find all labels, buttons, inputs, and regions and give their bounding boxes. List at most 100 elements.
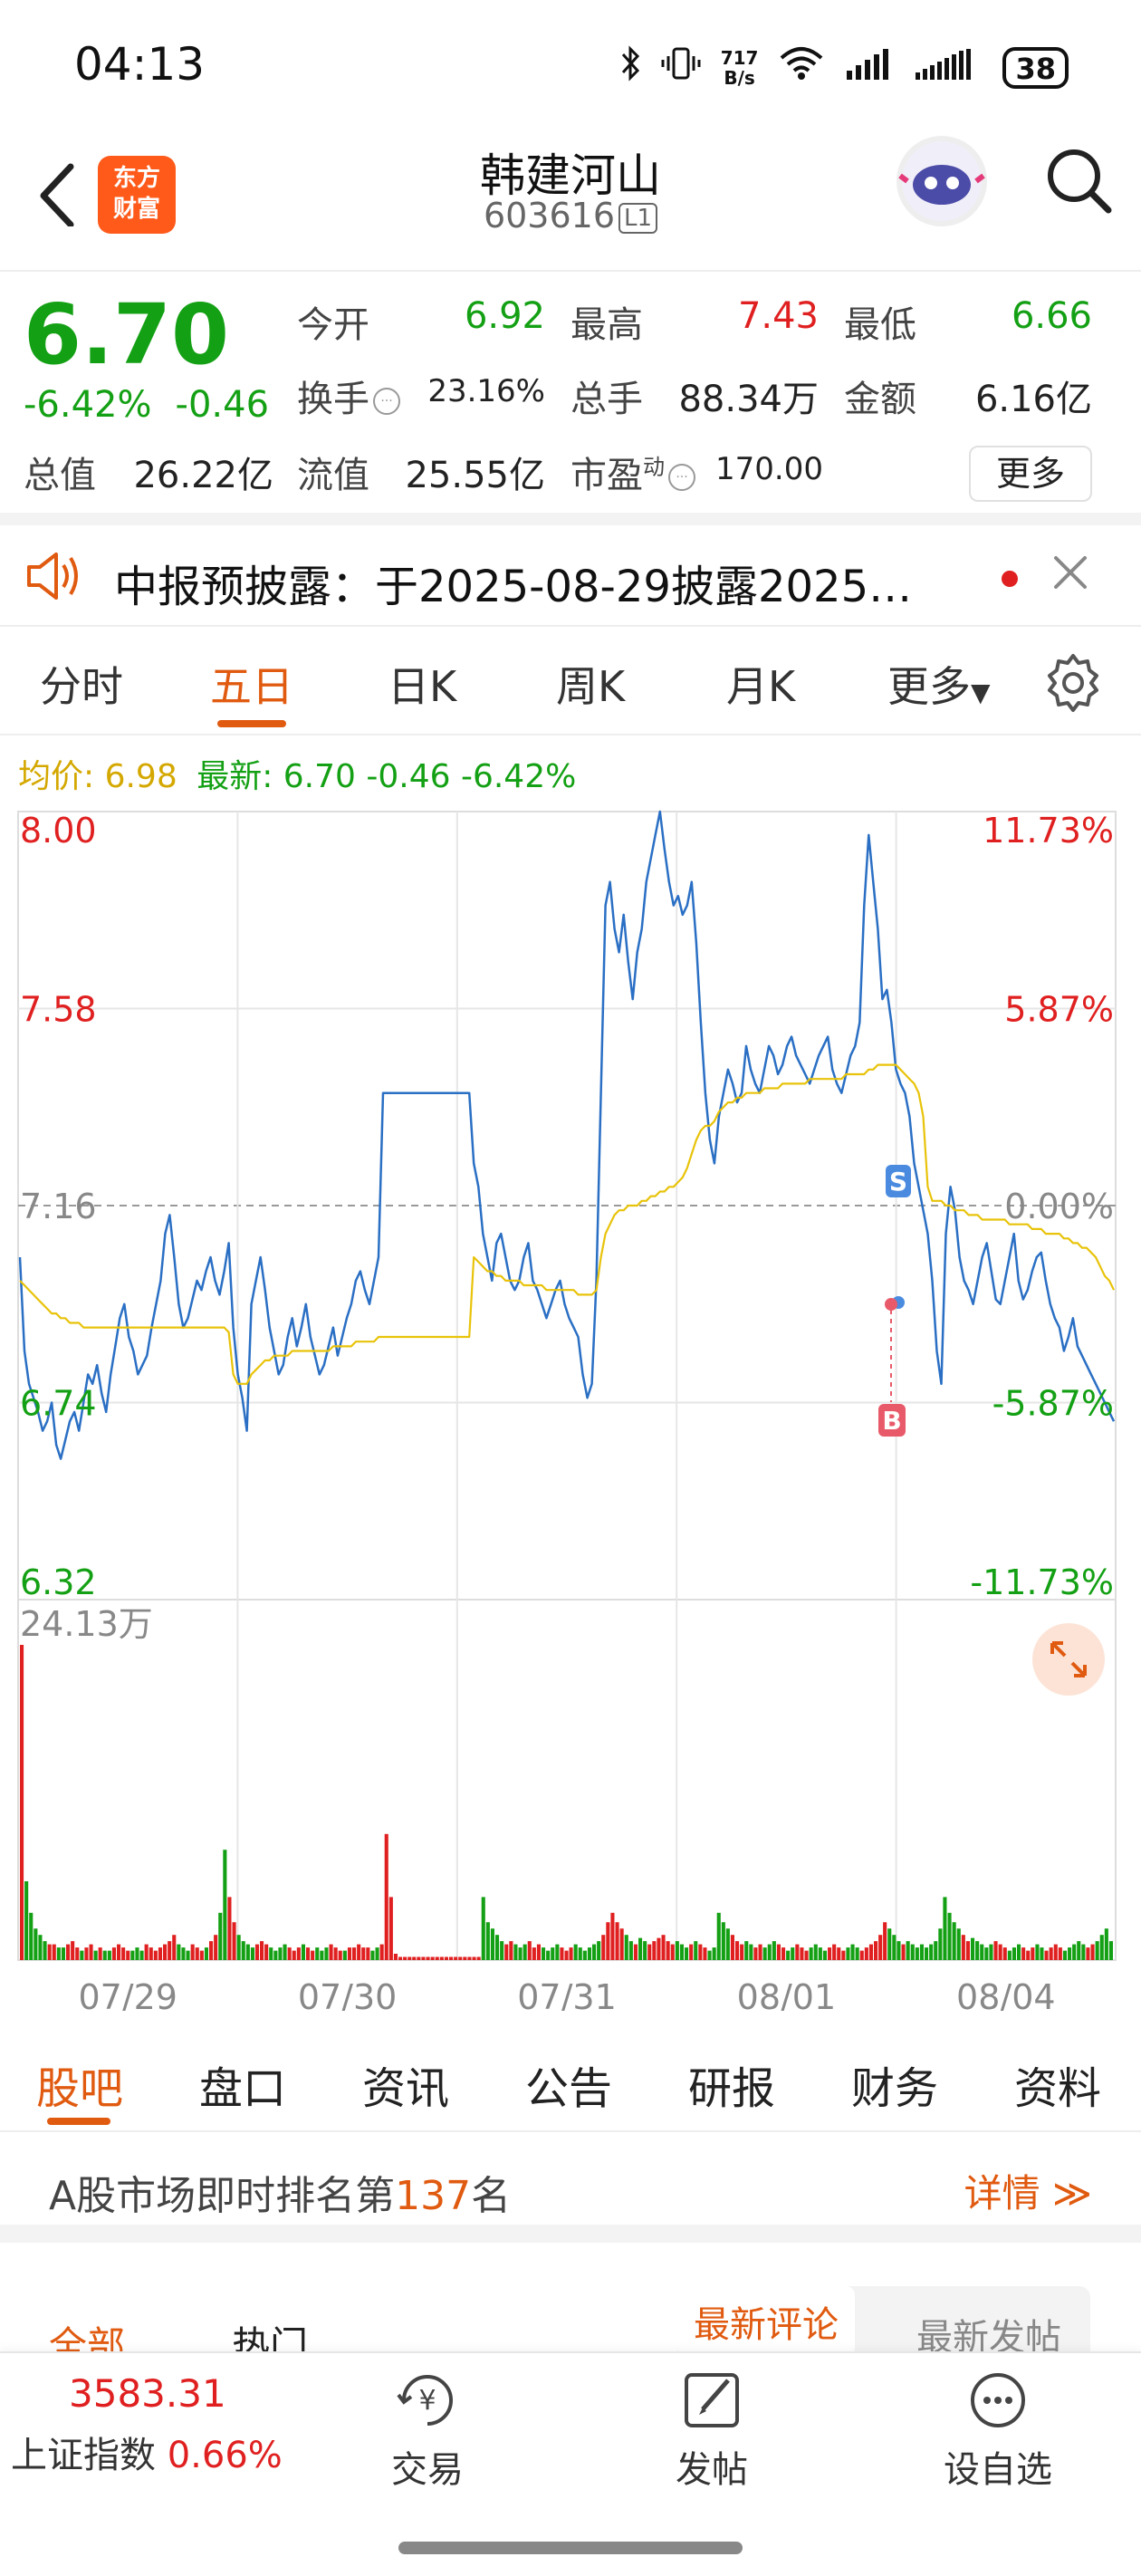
tab-finance[interactable]: 财务 (851, 2063, 939, 2114)
volume-bar (384, 1833, 388, 1960)
status-bar: 04:13 717 B/s 38 (0, 0, 1141, 136)
index-pct: 0.66% (167, 2435, 283, 2476)
volume-bar (943, 1897, 947, 1960)
add-watchlist-button[interactable]: 设自选 (925, 2368, 1070, 2493)
volume-bar (287, 1947, 292, 1960)
filter-all[interactable]: 全部 (49, 2323, 126, 2351)
tab-weekly-k[interactable]: 周K (556, 662, 626, 711)
turnover-value: 23.16% (427, 373, 545, 409)
tab-intraday[interactable]: 分时 (40, 662, 123, 711)
volume-bar (638, 1937, 643, 1960)
volume-bar (454, 1956, 458, 1960)
detail-link[interactable]: 详情 ≫ (964, 2163, 1092, 2218)
volume-bar (102, 1950, 107, 1960)
volume-bar (209, 1941, 214, 1960)
speaker-icon (24, 551, 82, 601)
tab-announcements[interactable]: 公告 (525, 2063, 613, 2114)
level-badge: L1 (618, 202, 658, 234)
volume-bar (1017, 1944, 1021, 1960)
y-left-label: 6.32 (20, 1562, 97, 1602)
index-name[interactable]: 上证指数 0.66% (11, 2426, 283, 2478)
volume-bar (158, 1947, 162, 1960)
volume-bar (20, 1645, 24, 1960)
tab-news[interactable]: 资讯 (362, 2063, 450, 2114)
chart-legend: 均价: 6.98 最新: 6.70 -0.46 -6.42% (18, 750, 576, 797)
market-rank-row[interactable]: A股市场即时排名第137名 详情 ≫ (0, 2134, 1141, 2243)
filter-hot[interactable]: 热门 (232, 2323, 309, 2351)
tab-monthly-k[interactable]: 月K (726, 662, 796, 711)
volume-bar (938, 1928, 943, 1960)
volume-bar (633, 1944, 638, 1960)
volume-bar (481, 1897, 485, 1960)
volume-bar (864, 1947, 868, 1960)
tab-more[interactable]: 更多▼ (887, 654, 991, 714)
info-icon[interactable]: ··· (668, 464, 695, 491)
back-button[interactable] (27, 154, 91, 228)
volume-bar (762, 1947, 767, 1960)
volume-bar (587, 1947, 591, 1960)
bluetooth-icon (619, 45, 641, 90)
stock-name: 韩建河山 (480, 149, 661, 202)
y-right-label: 11.73% (983, 811, 1114, 851)
home-indicator[interactable] (398, 2542, 743, 2554)
volume-bar (306, 1947, 311, 1960)
high-value: 7.43 (737, 295, 819, 337)
double-chevron-right-icon: ≫ (1040, 2171, 1092, 2216)
volume-bar (610, 1912, 615, 1960)
volume-bar (582, 1950, 587, 1960)
volume-bar (311, 1950, 315, 1960)
volume-bar (657, 1937, 661, 1960)
volume-bar (915, 1947, 919, 1960)
x-tick-label: 07/30 (298, 1977, 398, 2011)
settings-gear-icon[interactable] (1041, 650, 1105, 714)
net-speed: 717 B/s (721, 48, 759, 88)
volume-bar (952, 1922, 956, 1960)
vibrate-icon (661, 45, 701, 90)
trade-button[interactable]: ¥ 交易 (355, 2368, 500, 2493)
volume-bar (1072, 1944, 1077, 1960)
assistant-robot-icon[interactable] (896, 136, 987, 226)
tab-daily-k[interactable]: 日K (388, 662, 457, 711)
volume-bar (168, 1941, 172, 1960)
volume-bar (485, 1922, 490, 1960)
volume-bar (855, 1947, 859, 1960)
tab-five-day[interactable]: 五日 (210, 662, 293, 711)
volume-bar (1058, 1947, 1062, 1960)
current-price: 6.70 (24, 286, 229, 383)
volume-bar (232, 1922, 236, 1960)
five-day-chart[interactable]: 8.00 7.58 7.16 6.74 6.32 11.73% 5.87% 0.00% -5.8… (0, 797, 1141, 2011)
search-button[interactable] (1043, 145, 1116, 217)
tab-research[interactable]: 研报 (688, 2063, 776, 2114)
volume-bar (546, 1950, 551, 1960)
post-button[interactable]: 发帖 (639, 2368, 784, 2493)
battery-icon: 38 (1002, 46, 1069, 89)
volume-bar (813, 1944, 818, 1960)
eastmoney-logo: 东方 财富 (98, 156, 176, 234)
nav-bar: 东方 财富 韩建河山 603616 L1 (0, 136, 1141, 272)
expand-icon[interactable] (1032, 1623, 1105, 1696)
volume-bar (597, 1941, 601, 1960)
tab-order-book[interactable]: 盘口 (199, 2063, 287, 2114)
tab-profile[interactable]: 资料 (1014, 2063, 1102, 2114)
volume-bar (518, 1947, 523, 1960)
volume-bar (1104, 1928, 1108, 1960)
sort-latest-post[interactable]: 最新发帖 (916, 2317, 1061, 2351)
close-icon[interactable] (1041, 543, 1099, 601)
post-filter-row: 全部 热门 最新评论 最新发帖 (0, 2261, 1141, 2351)
volume-bar (661, 1935, 666, 1960)
tab-forum[interactable]: 股吧 (36, 2063, 124, 2114)
volume-bar (606, 1922, 610, 1960)
volume-bar (163, 1944, 168, 1960)
yuan-symbol: ¥ (418, 2385, 436, 2417)
total-mv-value: 26.22亿 (133, 455, 273, 496)
buy-point (885, 1298, 897, 1311)
rank-text: A股市场即时排名第137名 (49, 2163, 511, 2221)
sort-latest-comment[interactable]: 最新评论 (677, 2286, 855, 2351)
turnover-label: 换手 ··· (297, 370, 404, 422)
volume-bar (227, 1897, 232, 1960)
index-value[interactable]: 3583.31 (69, 2371, 226, 2416)
volume-bar (971, 1937, 975, 1960)
more-button[interactable]: 更多 (969, 446, 1092, 502)
notice-bar[interactable]: 中报预披露：于2025-08-29披露2025… (0, 525, 1141, 627)
info-icon[interactable]: ··· (373, 388, 400, 415)
